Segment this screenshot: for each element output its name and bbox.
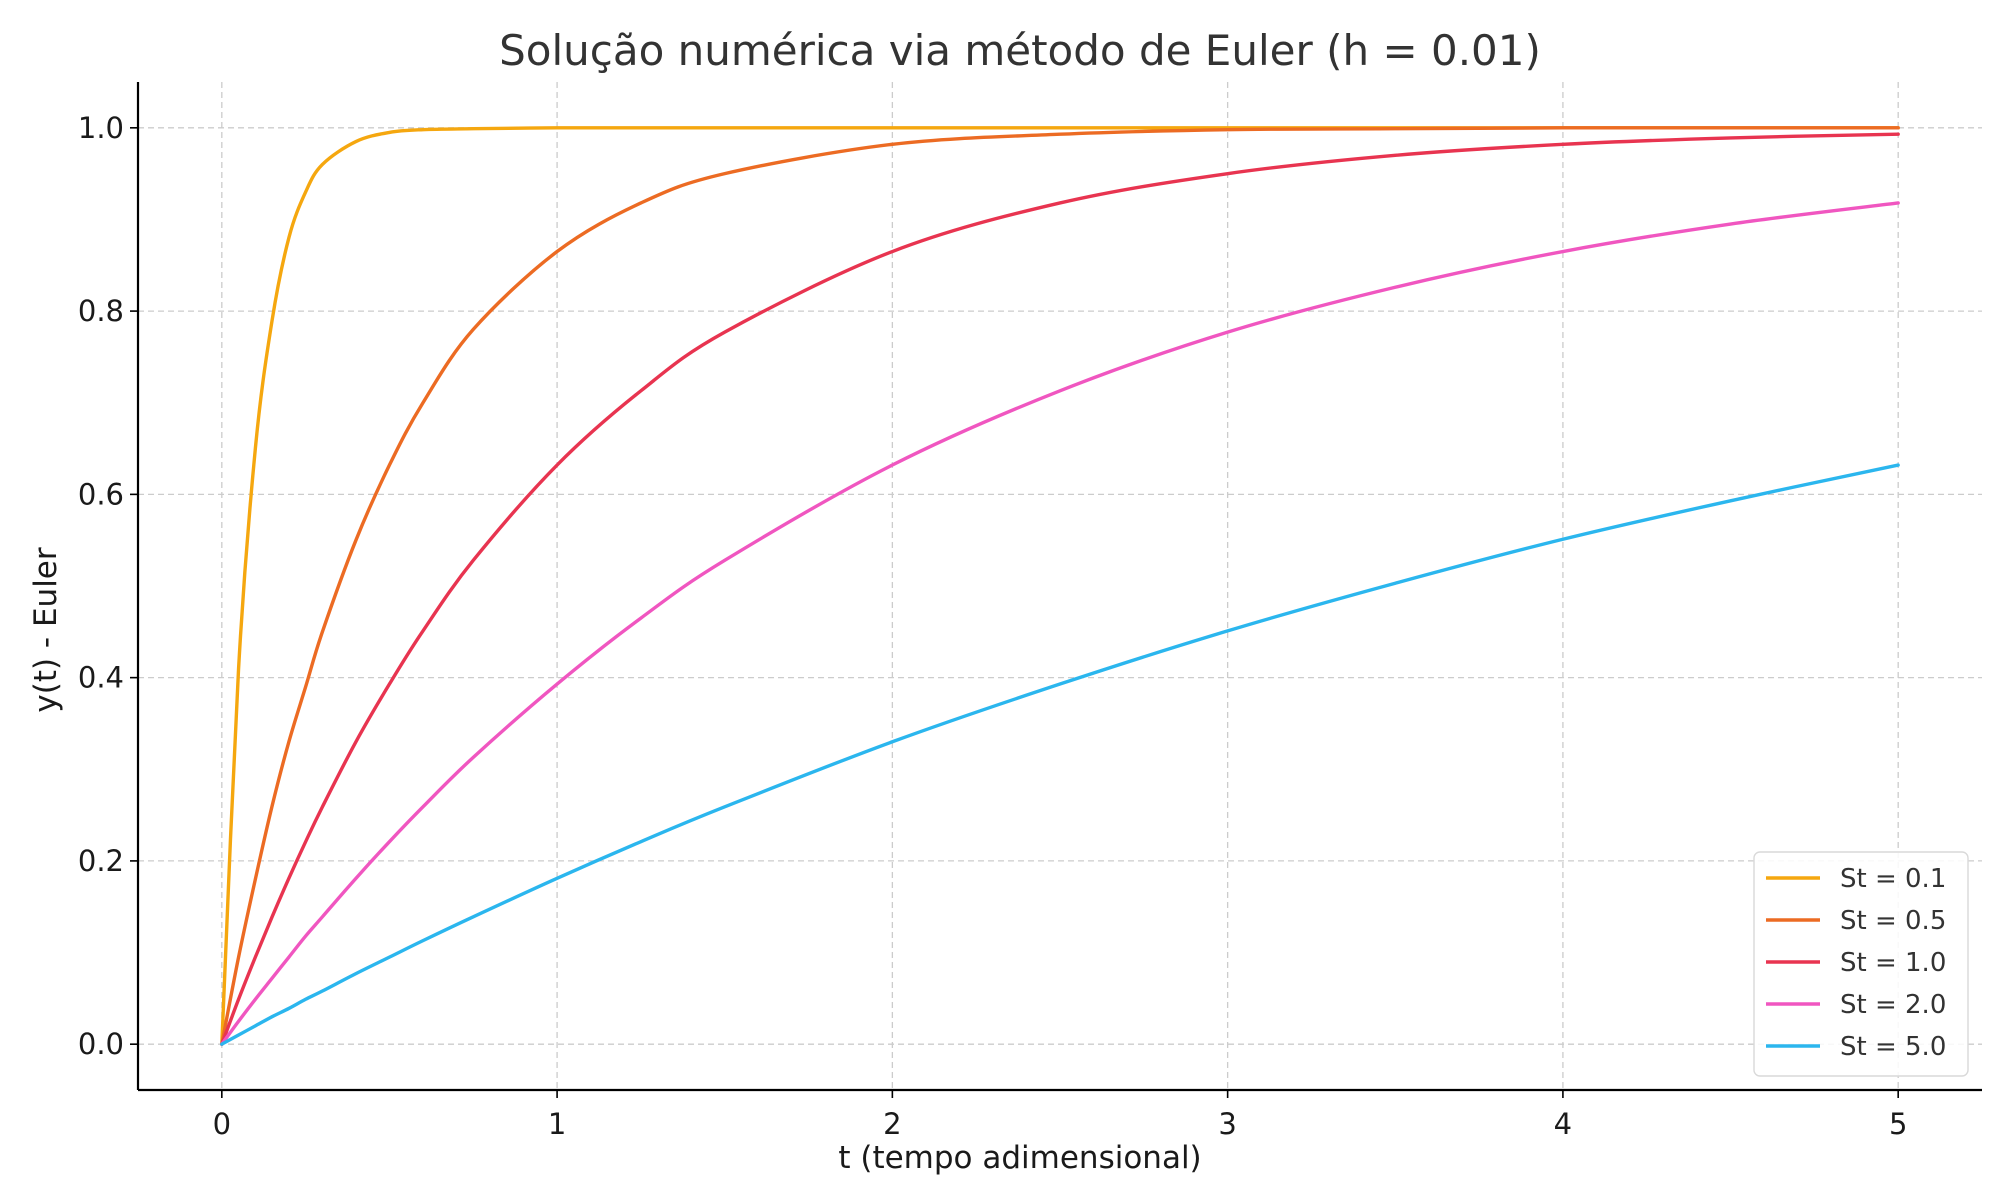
y-tick-label: 0.6 [78,477,124,511]
series-line-3 [220,201,1900,1046]
y-tick-label: 0.8 [78,294,124,328]
series-line-2 [220,132,1900,1046]
y-tick-label: 0.0 [78,1027,124,1061]
axes [130,82,1982,1098]
x-tick-label: 3 [1218,1107,1236,1141]
x-tick-label: 2 [883,1107,901,1141]
tick-labels: 0 1 2 3 4 5 0.0 0.2 0.4 0.6 0.8 1.0 [78,111,1908,1141]
x-tick-label: 1 [548,1107,566,1141]
legend-label: St = 1.0 [1840,948,1946,978]
legend-label: St = 0.5 [1840,906,1946,936]
x-axis-label: t (tempo adimensional) [838,1140,1201,1176]
x-tick-label: 5 [1889,1107,1907,1141]
legend-label: St = 5.0 [1840,1032,1946,1062]
y-tick-label: 0.2 [78,844,124,878]
legend: St = 0.1 St = 0.5 St = 1.0 St = 2.0 St = 5.0 [1753,851,1969,1077]
y-axis-label: y(t) - Euler [28,547,64,713]
legend-label: St = 0.1 [1840,864,1946,894]
legend-box [1753,851,1969,1077]
series-lines [220,126,1900,1046]
legend-label: St = 2.0 [1840,990,1946,1020]
x-tick-label: 0 [213,1107,231,1141]
series-line-4 [220,463,1900,1046]
y-tick-label: 1.0 [78,111,124,145]
grid [138,82,1982,1090]
x-tick-label: 4 [1554,1107,1572,1141]
y-tick-label: 0.4 [78,661,124,695]
series-line-1 [220,126,1900,1046]
chart-title: Solução numérica via método de Euler (h … [499,26,1541,75]
series-line-0 [220,126,1900,1046]
